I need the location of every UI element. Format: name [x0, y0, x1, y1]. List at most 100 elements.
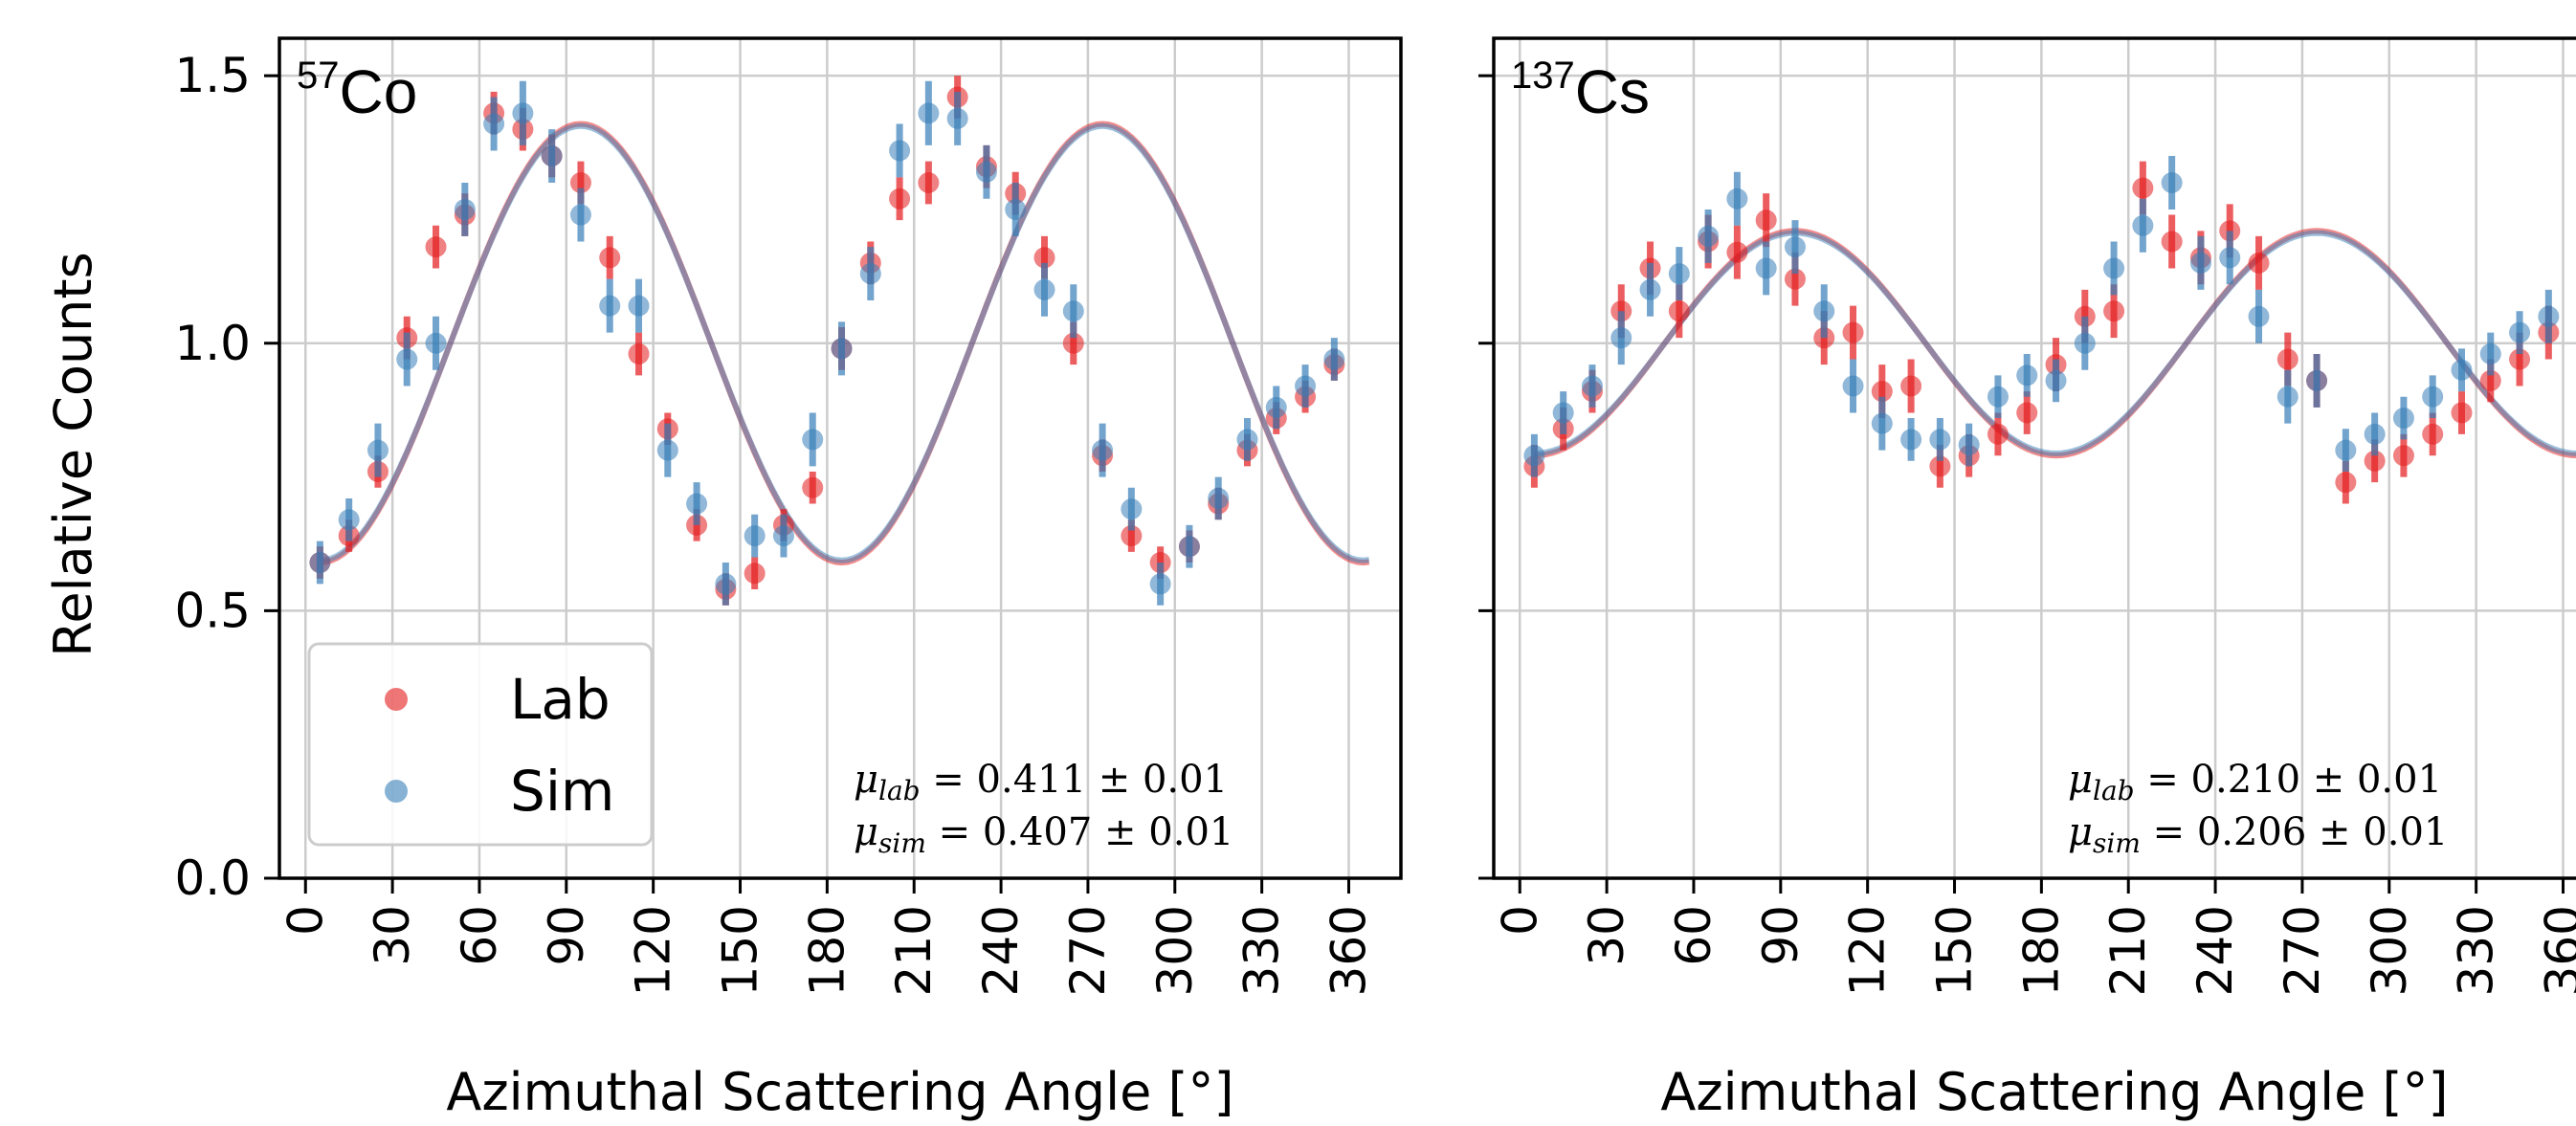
isotope-label: 137Cs [1511, 55, 1650, 126]
sim-point [2276, 386, 2298, 408]
isotope-mass: 137 [1511, 55, 1575, 97]
lab-point [1033, 247, 1055, 269]
axes-frame [1492, 36, 2576, 880]
x-tick-label: 0 [1492, 905, 1547, 936]
x-tick-label: 360 [2535, 905, 2576, 996]
x-tick-label: 360 [1321, 905, 1376, 996]
mu-symbol: μ [854, 758, 878, 802]
sim-point [1552, 402, 1574, 424]
sim-point [715, 573, 737, 595]
sim-point [1265, 396, 1287, 418]
sim-point [1871, 412, 1893, 434]
x-axis-label: Azimuthal Scattering Angle [°] [1660, 1062, 2448, 1122]
x-tick-label: 210 [886, 905, 942, 996]
lab-point [569, 171, 591, 193]
sim-point [396, 348, 418, 370]
sim-point [1121, 498, 1143, 520]
x-tick-label: 150 [713, 905, 768, 996]
sim-point [1900, 429, 1922, 451]
sim-point [1987, 386, 2009, 408]
sim-point [2335, 439, 2357, 461]
sim-point [2161, 171, 2183, 193]
x-axis-label: Azimuthal Scattering Angle [°] [446, 1062, 1233, 1122]
y-axis-label: Relative Counts [43, 252, 103, 656]
sim-point [1236, 429, 1258, 451]
sim-point [1295, 375, 1317, 397]
x-tick-label: 30 [1579, 905, 1634, 966]
x-tick-label: 240 [973, 905, 1029, 996]
x-tick-label: 30 [365, 905, 420, 966]
sim-point [2103, 257, 2125, 279]
sim-point [2451, 359, 2473, 381]
sim-legend-marker [385, 780, 408, 803]
sim-point [2422, 386, 2444, 408]
mu-subscript: lab [878, 775, 921, 806]
x-tick-label: 180 [799, 905, 855, 996]
sim-point [2364, 423, 2386, 445]
sim-point [831, 338, 853, 360]
sim-point [1005, 198, 1027, 220]
mu-symbol: μ [854, 810, 878, 854]
sim-point [656, 439, 678, 461]
sim-point [599, 295, 621, 317]
sim-point [2219, 247, 2241, 269]
sim-point [2509, 321, 2531, 343]
mu-lab-annotation: μlab = 0.411 ± 0.01 [854, 758, 1228, 806]
sim-point [2016, 364, 2038, 386]
lab-point [1121, 525, 1143, 547]
sim-point [2248, 305, 2270, 327]
mu-symbol: μ [2068, 810, 2093, 854]
sim-point [918, 102, 940, 124]
panel-cs137: 0 30 60 90 120 150 180 210 240 270 300 330 360 Azimut… [1478, 36, 2576, 1122]
mu-value: = 0.206 ± 0.01 [2141, 810, 2448, 854]
x-tick-label: 90 [539, 905, 594, 966]
sim-point [744, 525, 766, 547]
lab-point [1784, 268, 1806, 290]
sim-point [1726, 188, 1748, 210]
mu-lab-annotation: μlab = 0.210 ± 0.01 [2068, 758, 2442, 806]
sim-point [1208, 487, 1230, 509]
lab-point [2364, 450, 2386, 472]
sim-point [1813, 300, 1835, 322]
x-tick-label: 240 [2187, 905, 2243, 996]
y-tick-label: 1.5 [174, 48, 251, 103]
isotope-mass: 57 [297, 55, 340, 97]
sim-point [2189, 252, 2211, 274]
mu-symbol: μ [2068, 758, 2093, 802]
lab-point [2103, 300, 2125, 322]
lab-point [2132, 177, 2154, 199]
lab-point [2479, 369, 2501, 391]
x-tick-label: 330 [2449, 905, 2504, 996]
lab-point [918, 171, 940, 193]
mu-subscript: sim [2093, 828, 2141, 859]
sim-point [512, 102, 534, 124]
lab-point [889, 188, 911, 210]
sim-fit-curve [1534, 230, 2576, 457]
mu-sim-annotation: μsim = 0.407 ± 0.01 [854, 810, 1233, 859]
lab-point [2422, 423, 2444, 445]
sim-point [686, 493, 708, 515]
sim-point [1033, 278, 1055, 300]
y-tick-label: 1.0 [174, 316, 251, 371]
plot-area [1494, 38, 2576, 878]
lab-point [1929, 455, 1951, 477]
y-tick-label: 0.5 [174, 583, 251, 638]
sim-point [569, 204, 591, 226]
plot-area [279, 38, 1401, 878]
sim-point [2074, 332, 2096, 354]
isotope-label: 57Co [297, 55, 417, 126]
lab-point [1987, 423, 2009, 445]
sim-point [338, 509, 360, 531]
axes-frame [278, 36, 1403, 880]
sim-point [2132, 214, 2154, 236]
sim-point [454, 198, 476, 220]
legend: Lab Sim [307, 642, 654, 847]
mu-value: = 0.210 ± 0.01 [2135, 758, 2442, 802]
x-tick-label: 300 [2362, 905, 2417, 996]
sim-point [889, 140, 911, 162]
x-tick-label: 210 [2100, 905, 2156, 996]
sim-point [2045, 369, 2067, 391]
sim-point [1784, 236, 1806, 258]
lab-point [628, 342, 650, 364]
lab-point [425, 236, 447, 258]
